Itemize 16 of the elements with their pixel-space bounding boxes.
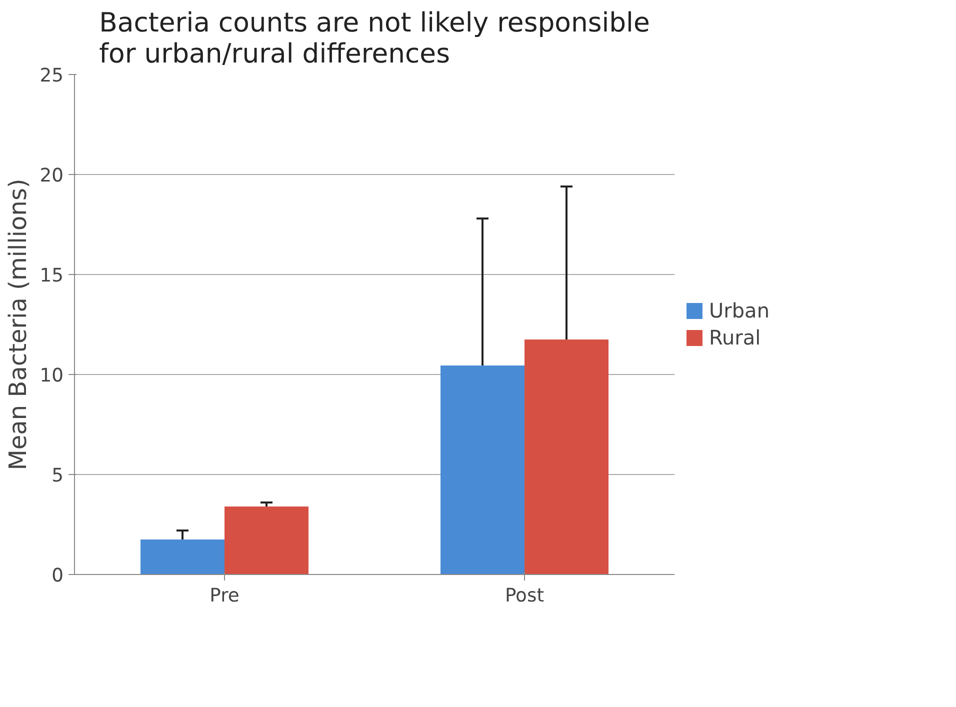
chart-title: Bacteria counts are not likely responsible for urban/rural differences	[99, 8, 650, 70]
y-tick-label: 10	[40, 366, 64, 386]
y-axis-title: Mean Bacteria (millions)	[4, 178, 32, 470]
legend-label: Rural	[709, 326, 761, 350]
bar	[224, 506, 308, 574]
y-tick-label: 15	[40, 266, 64, 286]
bar	[524, 340, 608, 574]
y-tick-label: 20	[40, 166, 64, 186]
bar	[440, 366, 524, 574]
bar	[140, 540, 224, 574]
legend-label: Urban	[709, 298, 770, 322]
x-tick-label: Pre	[210, 586, 240, 606]
y-tick-label: 5	[52, 466, 64, 486]
x-tick-label: Post	[504, 586, 544, 606]
y-tick-label: 0	[52, 566, 64, 586]
y-tick-label: 25	[40, 66, 64, 86]
